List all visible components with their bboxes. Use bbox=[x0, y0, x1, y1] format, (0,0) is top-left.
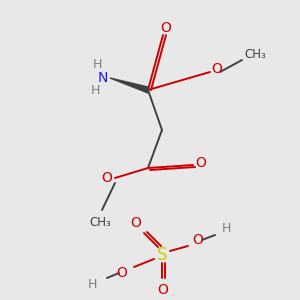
Text: H: H bbox=[221, 223, 231, 236]
Text: CH₃: CH₃ bbox=[89, 215, 111, 229]
Text: H: H bbox=[90, 83, 100, 97]
Text: O: O bbox=[117, 266, 128, 280]
Text: H: H bbox=[92, 58, 102, 71]
Text: O: O bbox=[193, 233, 203, 247]
Text: O: O bbox=[212, 62, 222, 76]
Text: N: N bbox=[98, 71, 108, 85]
Text: O: O bbox=[160, 21, 171, 35]
Text: CH₃: CH₃ bbox=[244, 49, 266, 62]
Text: O: O bbox=[196, 156, 206, 170]
Text: O: O bbox=[158, 283, 168, 297]
Text: O: O bbox=[102, 171, 112, 185]
Text: O: O bbox=[130, 216, 141, 230]
Text: H: H bbox=[87, 278, 97, 290]
Polygon shape bbox=[110, 78, 148, 93]
Text: S: S bbox=[157, 246, 167, 264]
